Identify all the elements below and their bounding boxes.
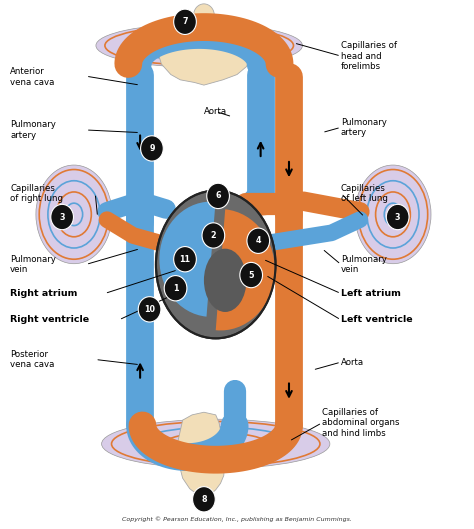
Text: Copyright © Pearson Education, Inc., publishing as Benjamin Cummings.: Copyright © Pearson Education, Inc., pub… [122, 516, 352, 522]
Circle shape [141, 136, 163, 161]
Text: Left atrium: Left atrium [341, 289, 401, 298]
Circle shape [164, 276, 187, 301]
Ellipse shape [156, 190, 275, 339]
Text: 9: 9 [149, 144, 155, 153]
Text: Pulmonary
vein: Pulmonary vein [10, 255, 56, 274]
Wedge shape [216, 209, 275, 331]
Text: 2: 2 [210, 231, 216, 240]
Text: Capillaries
of right lung: Capillaries of right lung [10, 184, 63, 203]
Text: Pulmonary
artery: Pulmonary artery [341, 117, 387, 137]
Circle shape [173, 247, 196, 272]
Text: 7: 7 [182, 17, 188, 26]
Text: 8: 8 [201, 495, 207, 504]
Text: 4: 4 [255, 236, 261, 245]
Polygon shape [178, 412, 225, 496]
Circle shape [240, 262, 263, 288]
Polygon shape [156, 19, 254, 85]
Circle shape [207, 183, 229, 208]
Circle shape [51, 204, 73, 230]
Circle shape [202, 223, 225, 248]
Text: Capillaries of
head and
forelimbs: Capillaries of head and forelimbs [341, 41, 397, 71]
Text: 6: 6 [215, 191, 221, 200]
Text: Right atrium: Right atrium [10, 289, 78, 298]
Circle shape [173, 9, 196, 34]
Text: 3: 3 [395, 213, 401, 222]
Text: Pulmonary
artery: Pulmonary artery [10, 120, 56, 140]
Wedge shape [159, 202, 216, 317]
Text: Anterior
vena cava: Anterior vena cava [10, 68, 55, 87]
Text: Capillaries of
abdominal organs
and hind limbs: Capillaries of abdominal organs and hind… [322, 408, 400, 437]
Ellipse shape [204, 249, 246, 312]
Text: 1: 1 [173, 284, 178, 293]
Text: Capillaries
of left lung: Capillaries of left lung [341, 184, 388, 203]
Text: Aorta: Aorta [341, 358, 364, 367]
Text: 3: 3 [59, 213, 65, 222]
Text: 11: 11 [180, 255, 191, 264]
Circle shape [138, 297, 161, 322]
Circle shape [247, 228, 270, 253]
Text: Left ventricle: Left ventricle [341, 315, 412, 324]
Circle shape [386, 204, 409, 230]
Text: Pulmonary
vein: Pulmonary vein [341, 255, 387, 274]
Text: Right ventricle: Right ventricle [10, 315, 89, 324]
Ellipse shape [36, 165, 112, 264]
Text: 5: 5 [248, 270, 254, 279]
Ellipse shape [101, 419, 330, 469]
Text: Posterior
vena cava: Posterior vena cava [10, 350, 55, 369]
Circle shape [193, 4, 214, 27]
Ellipse shape [355, 165, 431, 264]
Text: 10: 10 [144, 305, 155, 314]
Text: Aorta: Aorta [204, 107, 228, 116]
Circle shape [192, 487, 215, 512]
Ellipse shape [96, 24, 302, 67]
